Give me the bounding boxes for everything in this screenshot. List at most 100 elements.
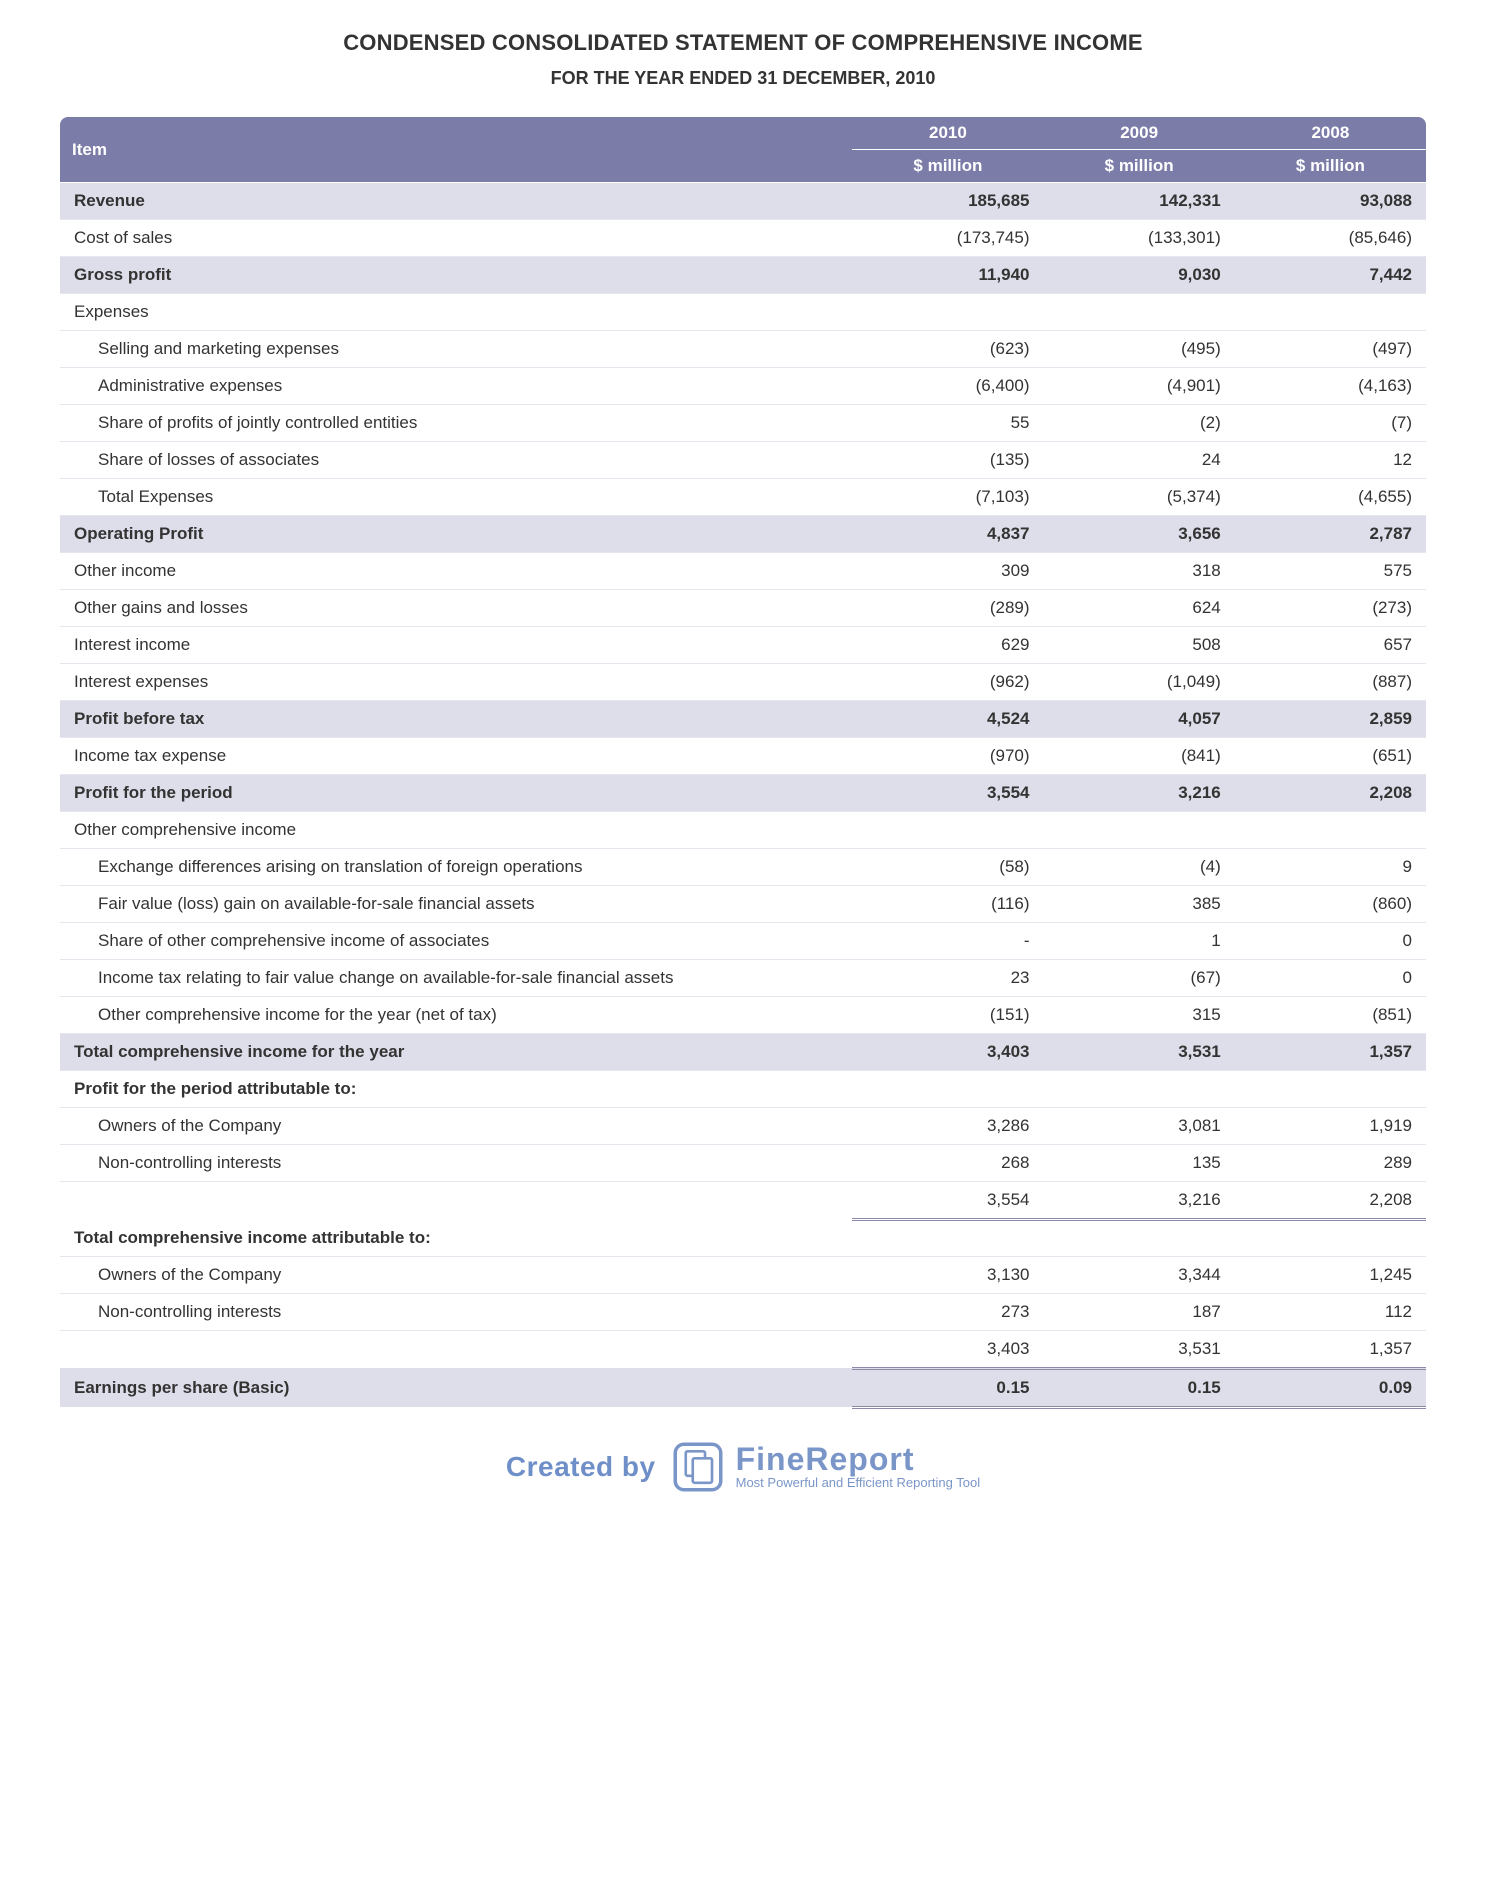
row-value: 624 bbox=[1044, 590, 1235, 627]
row-value: (841) bbox=[1044, 738, 1235, 775]
row-label: Other comprehensive income bbox=[60, 812, 852, 849]
row-value: 2,787 bbox=[1235, 516, 1426, 553]
table-row: Other comprehensive income bbox=[60, 812, 1426, 849]
row-value: 575 bbox=[1235, 553, 1426, 590]
row-label: Profit before tax bbox=[60, 701, 852, 738]
row-value: 508 bbox=[1044, 627, 1235, 664]
row-label: Operating Profit bbox=[60, 516, 852, 553]
table-row: 3,4033,5311,357 bbox=[60, 1330, 1426, 1368]
row-value: 9 bbox=[1235, 849, 1426, 886]
row-value: 55 bbox=[852, 405, 1043, 442]
row-value: 2,208 bbox=[1235, 1182, 1426, 1220]
row-value: 3,554 bbox=[852, 775, 1043, 812]
row-label bbox=[60, 1330, 852, 1368]
row-value: 23 bbox=[852, 960, 1043, 997]
row-value: (651) bbox=[1235, 738, 1426, 775]
table-row: Profit before tax4,5244,0572,859 bbox=[60, 701, 1426, 738]
row-value: 187 bbox=[1044, 1293, 1235, 1330]
row-value: (4,655) bbox=[1235, 479, 1426, 516]
created-by-label: Created by bbox=[506, 1451, 656, 1483]
brand-tagline: Most Powerful and Efficient Reporting To… bbox=[736, 1476, 981, 1490]
row-value: 0.09 bbox=[1235, 1368, 1426, 1407]
row-value: (860) bbox=[1235, 886, 1426, 923]
table-row: Interest income629508657 bbox=[60, 627, 1426, 664]
row-label: Other comprehensive income for the year … bbox=[60, 997, 852, 1034]
table-row: Non-controlling interests268135289 bbox=[60, 1145, 1426, 1182]
table-row: Profit for the period3,5543,2162,208 bbox=[60, 775, 1426, 812]
table-row: Total comprehensive income for the year 3… bbox=[60, 1034, 1426, 1071]
table-row: Total Expenses(7,103)(5,374)(4,655) bbox=[60, 479, 1426, 516]
row-value: 289 bbox=[1235, 1145, 1426, 1182]
row-value: 4,837 bbox=[852, 516, 1043, 553]
row-value: 3,216 bbox=[1044, 1182, 1235, 1220]
brand-name: FineReport bbox=[736, 1443, 981, 1477]
table-row: Operating Profit4,8373,6562,787 bbox=[60, 516, 1426, 553]
row-label: Total comprehensive income for the year bbox=[60, 1034, 852, 1071]
table-row: Selling and marketing expenses(623)(495)… bbox=[60, 331, 1426, 368]
row-value bbox=[1235, 294, 1426, 331]
row-value: 112 bbox=[1235, 1293, 1426, 1330]
row-value: 3,403 bbox=[852, 1330, 1043, 1368]
row-value: 142,331 bbox=[1044, 183, 1235, 220]
page-title: CONDENSED CONSOLIDATED STATEMENT OF COMP… bbox=[60, 30, 1426, 56]
row-label: Owners of the Company bbox=[60, 1108, 852, 1145]
table-body: Revenue185,685142,33193,088Cost of sales… bbox=[60, 183, 1426, 1408]
row-value: (4,901) bbox=[1044, 368, 1235, 405]
row-label: Earnings per share (Basic) bbox=[60, 1368, 852, 1407]
table-row: Revenue185,685142,33193,088 bbox=[60, 183, 1426, 220]
row-label: Owners of the Company bbox=[60, 1256, 852, 1293]
table-row: Income tax relating to fair value change… bbox=[60, 960, 1426, 997]
row-label: Total Expenses bbox=[60, 479, 852, 516]
table-row: Other comprehensive income for the year … bbox=[60, 997, 1426, 1034]
row-value: (135) bbox=[852, 442, 1043, 479]
row-value: 385 bbox=[1044, 886, 1235, 923]
row-value: 1,919 bbox=[1235, 1108, 1426, 1145]
row-value: - bbox=[852, 923, 1043, 960]
row-value: 3,531 bbox=[1044, 1330, 1235, 1368]
row-value: 1,357 bbox=[1235, 1034, 1426, 1071]
table-row: Owners of the Company3,2863,0811,919 bbox=[60, 1108, 1426, 1145]
row-value: 657 bbox=[1235, 627, 1426, 664]
row-value: 1 bbox=[1044, 923, 1235, 960]
row-value: 7,442 bbox=[1235, 257, 1426, 294]
row-value: 2,208 bbox=[1235, 775, 1426, 812]
brand-logo: FineReport Most Powerful and Efficient R… bbox=[670, 1439, 981, 1495]
row-label: Cost of sales bbox=[60, 220, 852, 257]
row-value: (2) bbox=[1044, 405, 1235, 442]
row-value: (67) bbox=[1044, 960, 1235, 997]
row-value: (151) bbox=[852, 997, 1043, 1034]
table-row: Other gains and losses(289)624(273) bbox=[60, 590, 1426, 627]
title-block: CONDENSED CONSOLIDATED STATEMENT OF COMP… bbox=[60, 30, 1426, 89]
row-value: (4) bbox=[1044, 849, 1235, 886]
row-label: Profit for the period attributable to: bbox=[60, 1071, 852, 1108]
table-row: Income tax expense(970)(841)(651) bbox=[60, 738, 1426, 775]
row-value bbox=[852, 1220, 1043, 1257]
table-row: Share of other comprehensive income of a… bbox=[60, 923, 1426, 960]
table-row: Gross profit11,9409,0307,442 bbox=[60, 257, 1426, 294]
row-value bbox=[1044, 1071, 1235, 1108]
table-row: Administrative expenses(6,400)(4,901)(4,… bbox=[60, 368, 1426, 405]
row-value: (1,049) bbox=[1044, 664, 1235, 701]
col-header-item: Item bbox=[60, 117, 852, 183]
row-label: Revenue bbox=[60, 183, 852, 220]
row-value bbox=[852, 294, 1043, 331]
table-row: 3,5543,2162,208 bbox=[60, 1182, 1426, 1220]
row-value: 309 bbox=[852, 553, 1043, 590]
row-label: Non-controlling interests bbox=[60, 1145, 852, 1182]
row-value bbox=[852, 812, 1043, 849]
row-value: 93,088 bbox=[1235, 183, 1426, 220]
table-row: Fair value (loss) gain on available-for-… bbox=[60, 886, 1426, 923]
row-value bbox=[1044, 1220, 1235, 1257]
table-row: Owners of the Company3,1303,3441,245 bbox=[60, 1256, 1426, 1293]
row-value: 12 bbox=[1235, 442, 1426, 479]
col-header-year-0: 2010 bbox=[852, 117, 1043, 150]
row-value: 11,940 bbox=[852, 257, 1043, 294]
row-value: 3,531 bbox=[1044, 1034, 1235, 1071]
row-label: Other gains and losses bbox=[60, 590, 852, 627]
row-value: (887) bbox=[1235, 664, 1426, 701]
row-label: Total comprehensive income attributable … bbox=[60, 1220, 852, 1257]
table-header: Item 2010 2009 2008 $ million $ million … bbox=[60, 117, 1426, 183]
row-value: 3,286 bbox=[852, 1108, 1043, 1145]
row-value: 24 bbox=[1044, 442, 1235, 479]
row-value: 268 bbox=[852, 1145, 1043, 1182]
